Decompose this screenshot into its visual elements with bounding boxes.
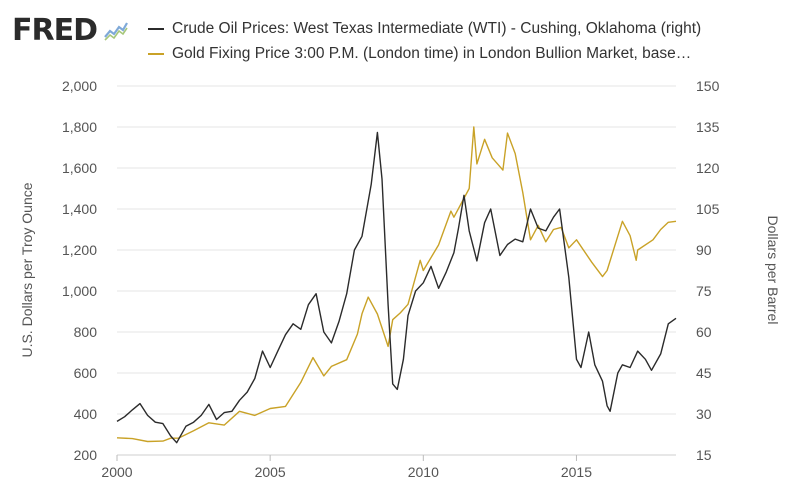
x-tick-label: 2010 xyxy=(408,464,439,480)
y-right-tick-label: 15 xyxy=(696,447,712,463)
legend-item-gold[interactable]: Gold Fixing Price 3:00 P.M. (London time… xyxy=(148,45,691,63)
y-left-tick-label: 1,600 xyxy=(62,160,97,176)
fred-logo[interactable]: FRED xyxy=(12,16,129,46)
y-left-axis-title: U.S. Dollars per Troy Ounce xyxy=(19,182,35,357)
y-left-tick-label: 1,400 xyxy=(62,201,97,217)
legend-label-wti: Crude Oil Prices: West Texas Intermediat… xyxy=(172,20,702,37)
y-left-tick-label: 200 xyxy=(74,447,98,463)
y-right-tick-label: 75 xyxy=(696,283,712,299)
y-right-tick-label: 30 xyxy=(696,406,712,422)
legend-item-wti[interactable]: Crude Oil Prices: West Texas Intermediat… xyxy=(148,20,701,38)
legend-label-gold: Gold Fixing Price 3:00 P.M. (London time… xyxy=(172,45,692,62)
x-tick-labels: 2000 2005 2010 2015 xyxy=(101,455,592,480)
y-left-tick-label: 400 xyxy=(74,406,98,422)
y-right-axis-title: Dollars per Barrel xyxy=(765,216,781,325)
legend-swatch-wti xyxy=(148,28,164,30)
x-tick-label: 2000 xyxy=(101,464,132,480)
series-line-gold[interactable] xyxy=(116,126,677,443)
y-right-tick-label: 90 xyxy=(696,242,712,258)
y-right-tick-label: 135 xyxy=(696,119,720,135)
y-right-tick-label: 105 xyxy=(696,201,720,217)
series-lines xyxy=(116,126,677,444)
legend-swatch-gold xyxy=(148,53,164,55)
x-tick-label: 2005 xyxy=(255,464,286,480)
y-left-tick-label: 1,000 xyxy=(62,283,97,299)
y-left-tick-label: 1,200 xyxy=(62,242,97,258)
y-left-tick-label: 2,000 xyxy=(62,78,97,94)
y-right-tick-label: 60 xyxy=(696,324,712,340)
series-line-wti[interactable] xyxy=(116,131,677,444)
chart-header: FRED Crude Oil Prices: West Texas Interm… xyxy=(0,0,800,80)
x-tick-label: 2015 xyxy=(561,464,592,480)
fred-logo-text: FRED xyxy=(12,13,98,48)
y-left-tick-labels: 200 400 600 800 1,000 1,200 1,400 1,600 1,800 2,0… xyxy=(62,78,97,463)
y-left-tick-label: 600 xyxy=(74,365,98,381)
grid-lines xyxy=(117,85,676,456)
trend-line-icon xyxy=(103,19,129,43)
y-left-tick-label: 800 xyxy=(74,324,98,340)
y-right-tick-label: 120 xyxy=(696,160,720,176)
y-right-tick-labels: 15 30 45 60 75 90 105 120 135 150 xyxy=(696,78,720,463)
y-right-tick-label: 45 xyxy=(696,365,712,381)
y-left-tick-label: 1,800 xyxy=(62,119,97,135)
y-right-tick-label: 150 xyxy=(696,78,720,94)
